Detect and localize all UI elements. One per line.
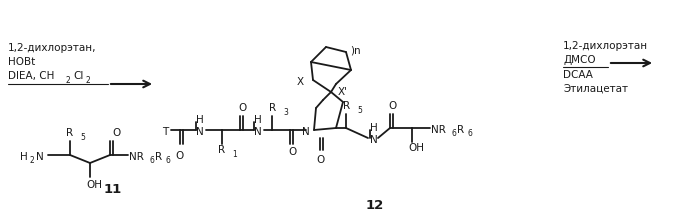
Text: 1,2-дихлорэтан,: 1,2-дихлорэтан, — [8, 43, 96, 53]
Text: 2: 2 — [85, 75, 90, 85]
Text: 6: 6 — [166, 155, 171, 165]
Text: O: O — [175, 151, 184, 161]
Text: OH: OH — [408, 143, 424, 153]
Text: OH: OH — [86, 180, 102, 190]
Text: Cl: Cl — [73, 71, 83, 81]
Text: T: T — [162, 127, 168, 137]
Text: O: O — [112, 128, 120, 138]
Text: 3: 3 — [283, 107, 288, 117]
Text: R: R — [343, 101, 350, 111]
Text: 5: 5 — [357, 105, 362, 115]
Text: N: N — [36, 152, 44, 162]
Text: HOBt: HOBt — [8, 57, 36, 67]
Text: O: O — [388, 101, 396, 111]
Text: 6: 6 — [468, 129, 473, 137]
Text: N: N — [370, 135, 378, 145]
Text: 1,2-дихлорэтан: 1,2-дихлорэтан — [563, 41, 648, 51]
Text: NR: NR — [431, 125, 446, 135]
Text: O: O — [288, 147, 296, 157]
Text: H: H — [196, 115, 204, 125]
Text: H: H — [370, 123, 378, 133]
Text: Этилацетат: Этилацетат — [563, 84, 628, 94]
Text: N: N — [302, 127, 310, 137]
Text: DIEA, CH: DIEA, CH — [8, 71, 54, 81]
Text: R: R — [457, 125, 464, 135]
Text: H: H — [20, 152, 28, 162]
Text: O: O — [316, 155, 325, 165]
Text: X: X — [297, 77, 304, 87]
Text: 12: 12 — [366, 198, 384, 212]
Text: ДМСО: ДМСО — [563, 55, 595, 65]
Text: 2: 2 — [30, 155, 35, 165]
Text: X': X' — [338, 87, 348, 97]
Text: NR: NR — [129, 152, 144, 162]
Text: )n: )n — [350, 45, 361, 55]
Text: 1: 1 — [232, 149, 237, 159]
Text: R: R — [269, 103, 276, 113]
Text: 5: 5 — [80, 133, 85, 141]
Text: 6: 6 — [150, 155, 155, 165]
Text: R: R — [218, 145, 225, 155]
Text: DCAA: DCAA — [563, 70, 593, 80]
Text: H: H — [254, 115, 262, 125]
Text: R: R — [66, 128, 73, 138]
Text: N: N — [254, 127, 262, 137]
Text: N: N — [196, 127, 204, 137]
Text: 11: 11 — [104, 182, 122, 196]
Text: 6: 6 — [452, 129, 457, 137]
Text: 2: 2 — [66, 75, 70, 85]
Text: R: R — [155, 152, 162, 162]
Text: O: O — [238, 103, 246, 113]
